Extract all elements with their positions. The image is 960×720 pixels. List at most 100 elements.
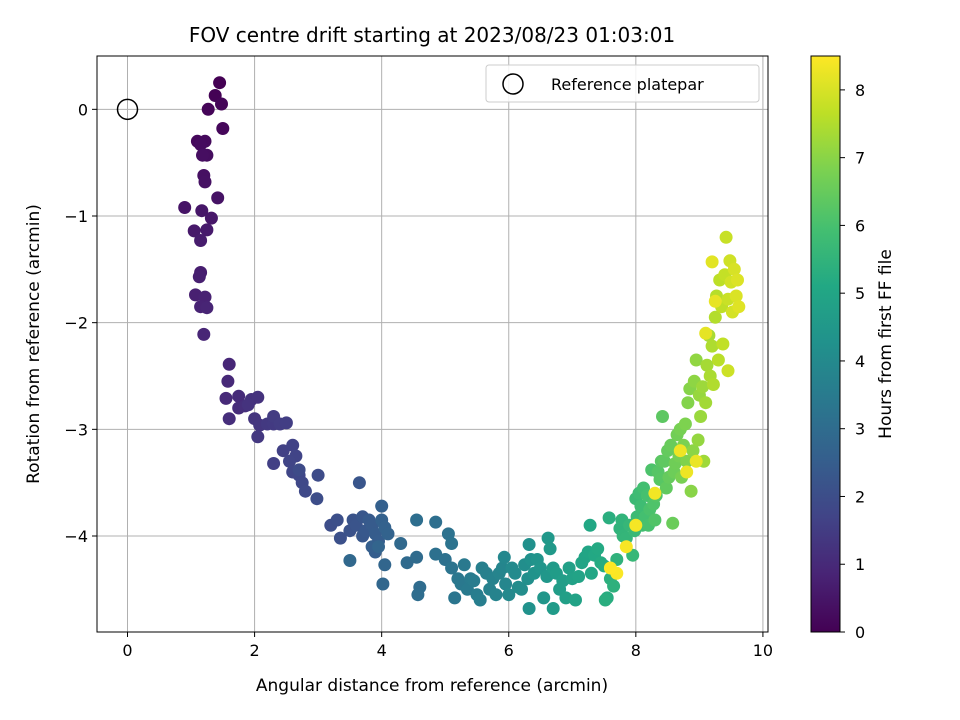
data-point xyxy=(410,550,424,564)
data-point xyxy=(572,570,586,583)
data-point xyxy=(629,518,643,532)
data-point xyxy=(400,556,414,570)
data-point xyxy=(445,537,459,550)
data-point xyxy=(411,588,425,602)
data-point xyxy=(221,374,235,388)
x-tick-label: 0 xyxy=(122,641,132,660)
colorbar-ticks: 0 1 2 3 4 5 6 7 8 xyxy=(840,81,865,642)
x-tick-label: 6 xyxy=(504,641,514,660)
colorbar-tick-label: 8 xyxy=(855,81,865,100)
data-point xyxy=(343,554,357,567)
data-point xyxy=(680,454,694,468)
data-point xyxy=(192,270,206,284)
data-point xyxy=(648,513,662,527)
x-tick-label: 4 xyxy=(377,641,387,660)
data-point xyxy=(678,417,692,431)
data-point xyxy=(727,262,741,276)
colorbar-tick-label: 5 xyxy=(855,284,865,303)
data-point xyxy=(410,513,424,527)
data-point xyxy=(591,542,605,556)
data-point xyxy=(711,353,725,367)
y-tick-label: −3 xyxy=(64,420,88,439)
data-point xyxy=(197,327,211,341)
data-point xyxy=(429,515,443,529)
colorbar-tick-label: 4 xyxy=(855,352,865,371)
data-point xyxy=(200,301,214,315)
data-point xyxy=(603,561,617,575)
data-point xyxy=(541,531,555,545)
data-point xyxy=(194,234,208,247)
data-point xyxy=(187,224,201,238)
data-point xyxy=(467,574,481,588)
legend: Reference platepar xyxy=(485,64,760,103)
data-point xyxy=(583,518,597,532)
data-point xyxy=(429,547,443,561)
data-point xyxy=(276,444,290,458)
data-point xyxy=(659,481,673,495)
data-point xyxy=(251,390,265,404)
data-point xyxy=(195,204,209,218)
data-point xyxy=(648,486,662,500)
data-point xyxy=(696,380,710,394)
data-point xyxy=(705,339,719,353)
chart-title: FOV centre drift starting at 2023/08/23 … xyxy=(189,23,675,47)
data-point xyxy=(664,438,678,452)
data-point xyxy=(684,484,698,498)
data-point xyxy=(546,602,560,615)
data-point xyxy=(602,511,616,525)
data-point xyxy=(716,337,730,351)
data-point xyxy=(731,273,744,287)
data-point xyxy=(619,540,633,554)
data-point xyxy=(222,357,236,371)
data-point xyxy=(201,102,215,116)
data-point xyxy=(686,444,700,458)
data-point xyxy=(283,454,296,468)
data-point xyxy=(200,223,214,237)
data-point xyxy=(689,454,703,468)
axis-ticks: 0 2 4 6 8 10 0 −1 −2 −3 −4 xyxy=(64,100,773,660)
data-point xyxy=(219,391,233,405)
data-point xyxy=(241,398,255,412)
data-point xyxy=(311,468,325,482)
data-point xyxy=(708,294,722,308)
colorbar-label: Hours from first FF file xyxy=(876,249,896,439)
data-point xyxy=(279,416,293,430)
data-point xyxy=(448,591,462,605)
data-point xyxy=(222,412,236,426)
data-points xyxy=(116,76,746,615)
data-point xyxy=(178,201,192,214)
data-point xyxy=(381,527,395,541)
data-point xyxy=(232,389,246,403)
data-point xyxy=(729,289,743,303)
y-tick-label: −1 xyxy=(64,207,88,226)
data-point xyxy=(502,588,516,602)
data-point xyxy=(607,579,621,593)
data-point xyxy=(457,558,471,572)
y-tick-label: 0 xyxy=(78,100,88,119)
data-point xyxy=(333,531,347,545)
y-axis-label: Rotation from reference (arcmin) xyxy=(24,204,44,484)
data-point xyxy=(537,591,551,605)
data-point xyxy=(508,566,522,580)
data-point xyxy=(584,566,598,580)
colorbar-tick-label: 0 xyxy=(855,623,865,642)
data-point xyxy=(699,326,713,340)
data-point xyxy=(499,577,513,591)
data-point xyxy=(213,76,227,90)
plot-frame xyxy=(96,55,769,633)
data-point xyxy=(666,516,680,530)
data-point xyxy=(681,396,695,410)
data-point xyxy=(497,550,511,564)
data-point xyxy=(251,430,265,444)
legend-label: Reference platepar xyxy=(551,75,704,94)
data-point xyxy=(372,540,385,554)
data-point xyxy=(656,410,669,423)
data-point xyxy=(719,230,733,244)
data-point xyxy=(445,561,459,575)
data-point xyxy=(657,454,671,468)
data-point xyxy=(378,558,392,572)
colorbar-tick-label: 7 xyxy=(855,149,865,168)
data-point xyxy=(515,582,528,596)
data-point xyxy=(562,561,576,575)
x-tick-label: 2 xyxy=(249,641,259,660)
